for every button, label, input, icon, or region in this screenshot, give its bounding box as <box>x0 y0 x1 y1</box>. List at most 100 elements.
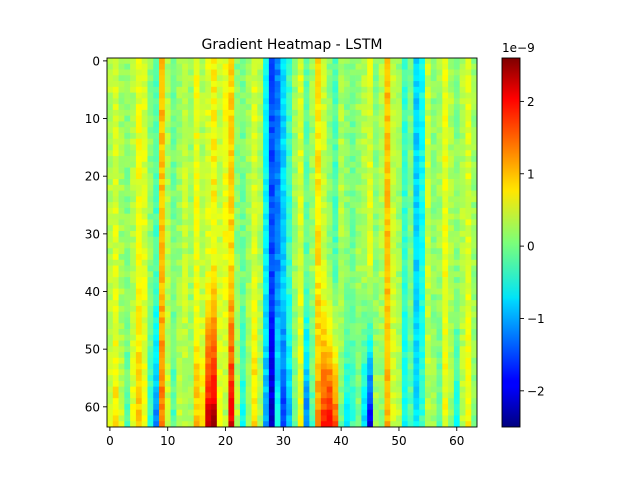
heatmap-cell <box>176 138 183 145</box>
heatmap-cell <box>309 156 316 163</box>
heatmap-cell <box>141 86 148 93</box>
heatmap-cell <box>280 323 287 330</box>
heatmap-cell <box>361 230 368 238</box>
heatmap-cell <box>222 334 229 341</box>
heatmap-cell <box>361 225 368 232</box>
heatmap-cell <box>176 156 183 163</box>
heatmap-cell <box>332 288 339 295</box>
heatmap-cell <box>448 75 455 82</box>
heatmap-cell <box>245 242 252 249</box>
heatmap-cell <box>338 207 345 215</box>
heatmap-cell <box>326 98 333 105</box>
heatmap-cell <box>263 288 270 295</box>
heatmap-cell <box>251 421 258 428</box>
heatmap-cell <box>442 81 449 88</box>
heatmap-cell <box>147 138 154 145</box>
heatmap-cell <box>199 167 206 174</box>
heatmap-cell <box>170 265 177 272</box>
heatmap-cell <box>211 230 218 238</box>
heatmap-cell <box>372 86 380 93</box>
heatmap-cell <box>205 138 212 145</box>
heatmap-cell <box>130 375 137 382</box>
heatmap-cell <box>453 184 461 191</box>
heatmap-cell <box>141 277 148 284</box>
heatmap-cell <box>141 288 148 295</box>
heatmap-cell <box>130 392 137 399</box>
heatmap-cell <box>448 144 455 151</box>
heatmap-cell <box>453 75 461 82</box>
heatmap-cell <box>141 144 148 151</box>
heatmap-cell <box>280 156 287 163</box>
heatmap-cell <box>234 403 241 411</box>
heatmap-cell <box>372 184 380 191</box>
heatmap-cell <box>107 104 114 111</box>
heatmap-cell <box>320 236 328 243</box>
heatmap-cell <box>193 150 200 157</box>
heatmap-cell <box>257 311 264 318</box>
heatmap-cell <box>448 265 455 272</box>
heatmap-cell <box>344 386 351 393</box>
heatmap-cell <box>286 369 293 376</box>
heatmap-cell <box>147 81 154 88</box>
heatmap-cell <box>459 369 466 376</box>
heatmap-cell <box>459 98 466 105</box>
heatmap-cell <box>349 392 356 399</box>
heatmap-cell <box>378 213 385 220</box>
heatmap-cell <box>257 259 264 266</box>
heatmap-cell <box>164 305 171 313</box>
heatmap-cell <box>130 254 137 261</box>
heatmap-cell <box>326 392 333 399</box>
heatmap-cell <box>424 415 432 422</box>
heatmap-cell <box>320 277 328 284</box>
heatmap-cell <box>378 398 385 405</box>
heatmap-cell <box>107 81 114 88</box>
heatmap-cell <box>170 184 177 191</box>
heatmap-cell <box>320 323 328 330</box>
heatmap-cell <box>280 219 287 226</box>
heatmap-cell <box>216 392 223 399</box>
heatmap-cell <box>268 196 276 203</box>
heatmap-cell <box>147 179 154 186</box>
heatmap-cell <box>182 386 189 393</box>
heatmap-cell <box>355 265 362 272</box>
heatmap-cell <box>471 127 478 134</box>
heatmap-cell <box>107 421 114 428</box>
heatmap-cell <box>401 357 408 364</box>
heatmap-cell <box>453 248 461 255</box>
heatmap-cell <box>251 346 258 353</box>
heatmap-cell <box>453 225 461 232</box>
heatmap-cell <box>216 156 223 163</box>
heatmap-cell <box>216 352 223 359</box>
heatmap-cell <box>107 323 114 330</box>
heatmap-cell <box>320 328 328 336</box>
heatmap-cell <box>361 380 368 387</box>
heatmap-cell <box>274 357 281 364</box>
heatmap-cell <box>135 81 143 88</box>
heatmap-cell <box>228 282 235 289</box>
heatmap-cell <box>164 81 171 88</box>
heatmap-cell <box>118 305 125 313</box>
heatmap-cell <box>465 386 472 393</box>
heatmap-cell <box>193 277 200 284</box>
heatmap-cell <box>228 207 235 215</box>
heatmap-cell <box>153 277 160 284</box>
heatmap-cell <box>407 300 414 307</box>
heatmap-cell <box>390 104 397 111</box>
heatmap-cell <box>355 190 362 197</box>
heatmap-cell <box>118 352 125 359</box>
heatmap-cell <box>430 63 437 70</box>
heatmap-cell <box>309 271 316 278</box>
heatmap-cell <box>187 288 195 295</box>
heatmap-cell <box>205 213 212 220</box>
heatmap-cell <box>326 138 333 145</box>
heatmap-cell <box>430 282 437 289</box>
heatmap-cell <box>407 317 414 324</box>
heatmap-cell <box>118 403 125 411</box>
heatmap-cell <box>315 403 322 411</box>
heatmap-cell <box>407 265 414 272</box>
heatmap-cell <box>459 311 466 318</box>
heatmap-cell <box>361 127 368 134</box>
heatmap-cell <box>280 104 287 111</box>
heatmap-cell <box>153 403 160 411</box>
heatmap-cell <box>390 184 397 191</box>
